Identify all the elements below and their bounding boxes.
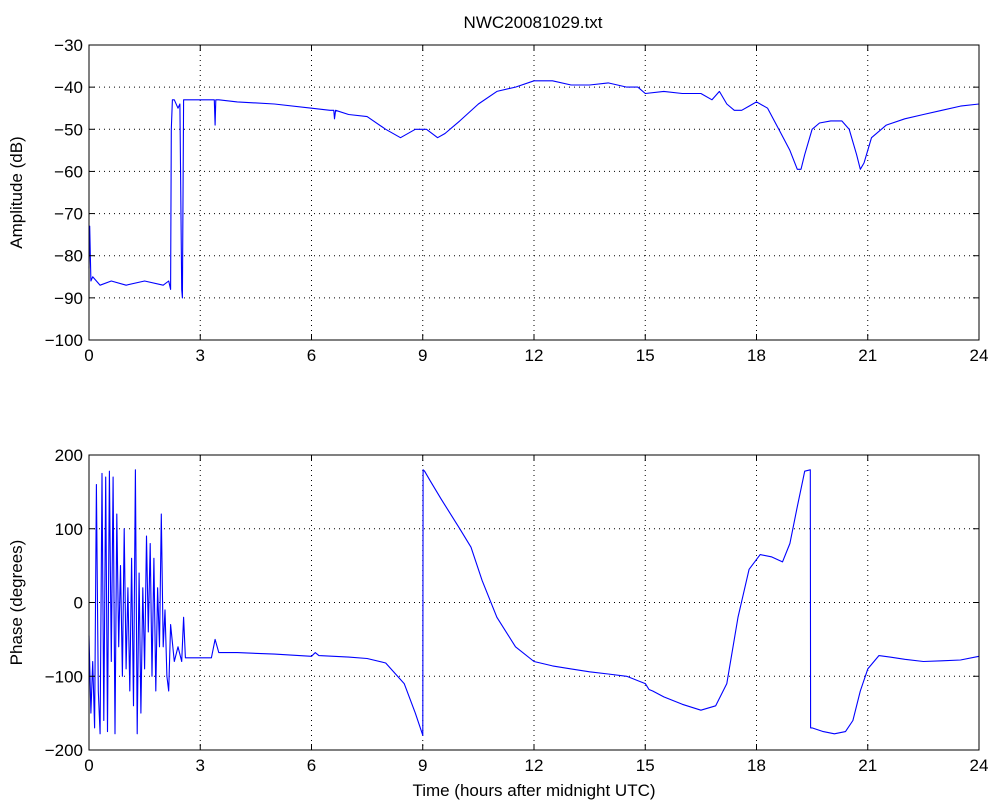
y-tick-label: −40 <box>54 78 83 97</box>
phase-series <box>88 469 980 736</box>
x-tick-label: 21 <box>858 346 877 365</box>
amplitude-plot: 0 3 6 9 12 15 18 21 24−100−90−80−70−60−50−40−30 … <box>7 36 988 365</box>
x-tick-label: 3 <box>196 346 205 365</box>
x-tick-label: 12 <box>525 756 544 775</box>
phase-ticks: 0 3 6 9 12 15 18 21 24 −200 −100 0 100 200 <box>45 446 989 775</box>
series-line <box>88 80 980 299</box>
x-tick-label: 6 <box>307 346 316 365</box>
x-tick-label: 15 <box>636 346 655 365</box>
y-tick-label: −50 <box>54 120 83 139</box>
x-tick-label: 24 <box>970 346 989 365</box>
amplitude-y-axis-label: Amplitude (dB) <box>7 136 26 248</box>
y-tick-label: −100 <box>45 667 83 686</box>
amplitude-ticks: 0 3 6 9 12 15 18 21 24 −100 −90 −80 −70 −60 −50 −40 −30 <box>45 36 989 365</box>
phase-y-axis-label: Phase (degrees) <box>7 540 26 666</box>
series-line <box>88 469 980 736</box>
chart-title: NWC20081029.txt <box>464 13 603 32</box>
y-tick-label: −100 <box>45 331 83 350</box>
x-tick-label: 3 <box>196 756 205 775</box>
x-tick-label: 18 <box>747 756 766 775</box>
x-tick-label: 0 <box>84 756 93 775</box>
x-tick-label: 0 <box>84 346 93 365</box>
y-tick-label: 0 <box>74 594 83 613</box>
y-tick-label: −30 <box>54 36 83 55</box>
y-tick-label: −90 <box>54 289 83 308</box>
y-tick-label: −70 <box>54 205 83 224</box>
phase-plot: 0 3 6 9 12 15 18 21 24 −200 −100 0 100 200 Phase (deg… <box>7 446 988 800</box>
y-tick-label: 200 <box>55 446 83 465</box>
phase-x-axis-label: Time (hours after midnight UTC) <box>412 781 655 800</box>
x-tick-label: 21 <box>858 756 877 775</box>
x-tick-label: 6 <box>307 756 316 775</box>
y-tick-label: −200 <box>45 741 83 760</box>
x-tick-label: 24 <box>970 756 989 775</box>
x-tick-label: 9 <box>418 756 427 775</box>
x-tick-label: 12 <box>525 346 544 365</box>
amplitude-series <box>88 80 980 299</box>
amplitude-grid <box>89 45 979 340</box>
x-tick-label: 18 <box>747 346 766 365</box>
y-tick-label: −80 <box>54 247 83 266</box>
x-tick-label: 15 <box>636 756 655 775</box>
y-tick-label: −60 <box>54 162 83 181</box>
y-tick-label: 100 <box>55 520 83 539</box>
x-tick-label: 9 <box>418 346 427 365</box>
